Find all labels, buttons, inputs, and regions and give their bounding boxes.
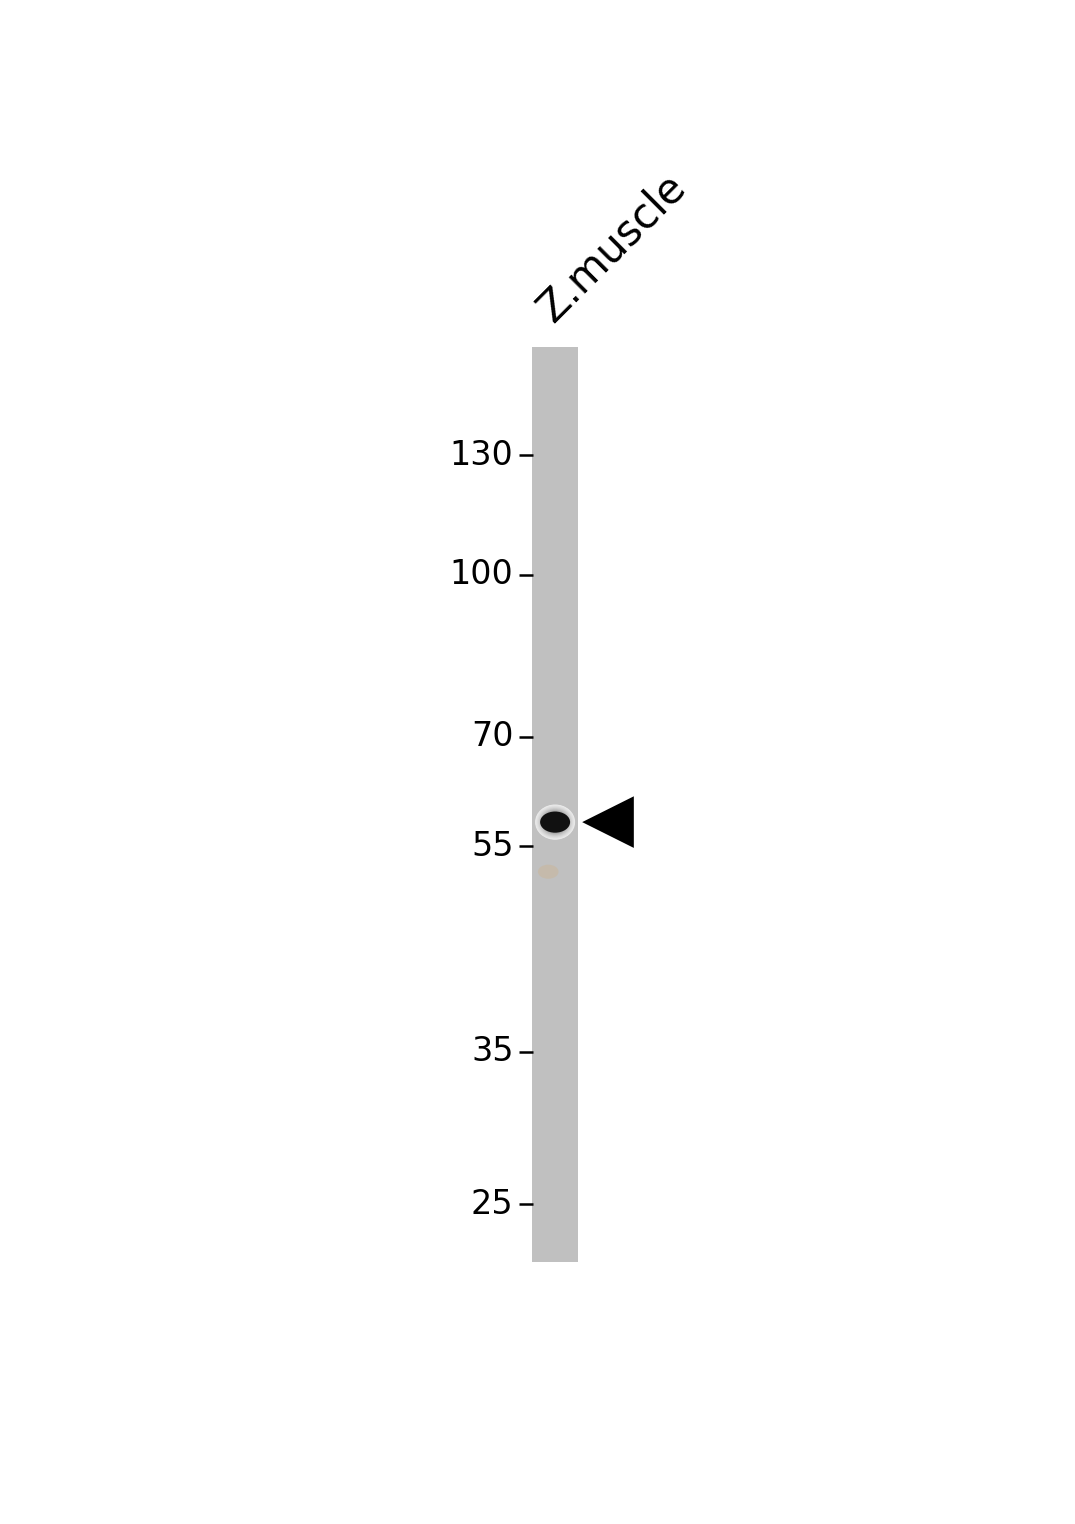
Ellipse shape [539,808,571,837]
Ellipse shape [547,815,563,829]
Ellipse shape [549,817,561,828]
Ellipse shape [551,818,559,824]
Ellipse shape [553,820,558,824]
Ellipse shape [546,814,564,831]
Ellipse shape [554,821,556,823]
Ellipse shape [535,805,575,840]
Ellipse shape [546,815,563,829]
Text: 100: 100 [449,558,514,591]
Ellipse shape [549,817,560,828]
Ellipse shape [535,805,575,840]
Text: 35: 35 [471,1035,514,1068]
Text: 25: 25 [471,1187,514,1221]
Ellipse shape [538,806,573,838]
Ellipse shape [550,818,560,826]
Ellipse shape [538,864,559,879]
Ellipse shape [539,808,572,837]
Ellipse shape [543,811,568,834]
Ellipse shape [548,817,561,828]
Ellipse shape [543,812,568,832]
Ellipse shape [546,814,564,831]
Text: 70: 70 [471,721,514,753]
Ellipse shape [554,821,557,823]
Ellipse shape [541,809,569,835]
Ellipse shape [536,806,574,838]
Ellipse shape [550,818,560,826]
Ellipse shape [540,809,570,835]
Ellipse shape [544,812,567,832]
Ellipse shape [540,808,571,835]
Ellipse shape [551,818,559,826]
Ellipse shape [554,820,557,824]
Ellipse shape [545,812,565,832]
Text: Z.muscle: Z.muscle [530,165,693,329]
Ellipse shape [539,808,572,837]
Ellipse shape [547,815,562,829]
Ellipse shape [545,814,565,831]
Ellipse shape [541,809,570,835]
Text: 130: 130 [449,439,514,472]
Ellipse shape [540,812,570,832]
Ellipse shape [548,815,562,828]
Ellipse shape [538,806,573,838]
Ellipse shape [536,805,574,838]
Ellipse shape [544,812,567,832]
Ellipse shape [542,811,569,834]
Ellipse shape [542,811,568,834]
Polygon shape [583,797,634,847]
Ellipse shape [553,820,558,824]
Text: 55: 55 [471,829,514,863]
Bar [532,347,578,1262]
